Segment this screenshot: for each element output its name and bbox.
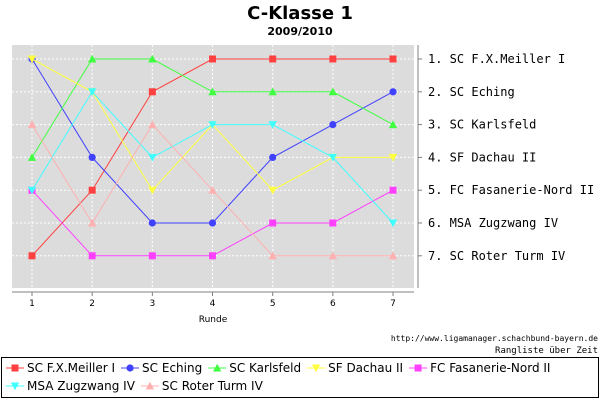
data-point — [88, 252, 96, 260]
source-url: http://www.ligamanager.schachbund-bayern… — [391, 334, 598, 343]
chart-subtitle: 2009/2010 — [267, 25, 333, 38]
data-point — [388, 251, 398, 260]
series-msa-zugzwang-iv — [27, 88, 398, 228]
data-point — [328, 87, 338, 96]
x-tick-label: 2 — [89, 299, 95, 309]
rank-label: 3. SC Karlsfeld — [428, 118, 536, 132]
x-ticks: 1 2 3 4 5 6 7 — [29, 292, 396, 309]
series-sc-f-x-meiller-i — [28, 55, 397, 260]
data-point — [388, 120, 398, 129]
chart-note: Rangliste über Zeit — [495, 346, 598, 356]
legend-swatch-marker — [414, 364, 422, 372]
data-point — [388, 219, 398, 228]
data-point — [148, 88, 156, 96]
data-point — [87, 218, 97, 227]
data-point — [208, 186, 217, 194]
data-point — [148, 219, 156, 227]
rank-label: 1. SC F.X.Meiller I — [428, 52, 565, 66]
data-point — [208, 219, 217, 227]
data-point — [269, 55, 277, 63]
data-point — [148, 120, 157, 129]
data-point — [269, 153, 277, 161]
series-sc-roter-turm-iv — [27, 120, 398, 260]
data-point — [389, 186, 397, 194]
data-point — [87, 88, 97, 96]
rank-label: 6. MSA Zugzwang IV — [428, 216, 558, 230]
data-point — [268, 121, 277, 129]
rank-label: 2. SC Eching — [428, 85, 515, 99]
legend: SC F.X.Meiller I SC Eching SC Karlsfeld SF … — [6, 361, 550, 393]
chart-title: C-Klasse 1 — [247, 3, 353, 24]
data-point — [268, 186, 277, 195]
data-point — [148, 252, 156, 260]
series-sc-karlsfeld — [27, 54, 398, 161]
legend-swatch-marker — [11, 364, 19, 372]
data-point — [268, 87, 277, 96]
legend-item-sc-karlsfeld: SC Karlsfeld — [208, 361, 301, 375]
rank-label: 4. SF Dachau II — [428, 150, 536, 164]
x-axis-label: Runde — [199, 315, 228, 325]
data-point — [88, 153, 96, 161]
data-point — [329, 121, 337, 129]
series-group — [27, 54, 398, 260]
data-point — [88, 186, 96, 194]
x-tick-label: 1 — [29, 299, 35, 309]
legend-label: SF Dachau II — [328, 361, 403, 375]
data-point — [148, 54, 157, 63]
legend-item-sc-f-x-meiller-i: SC F.X.Meiller I — [6, 361, 115, 375]
legend-item-fc-fasanerie-nord-ii: FC Fasanerie-Nord II — [409, 361, 550, 375]
data-point — [208, 121, 217, 129]
x-tick-label: 5 — [270, 299, 276, 309]
legend-label: SC Roter Turm IV — [162, 379, 264, 393]
data-point — [148, 153, 157, 162]
data-point — [328, 251, 338, 260]
data-point — [208, 87, 217, 96]
data-point — [388, 153, 398, 162]
legend-label: SC Eching — [142, 361, 202, 375]
data-point — [329, 55, 337, 63]
x-tick-label: 7 — [390, 299, 396, 309]
data-point — [209, 55, 217, 63]
legend-item-sf-dachau-ii: SF Dachau II — [307, 361, 403, 375]
rank-label: 7. SC Roter Turm IV — [428, 249, 565, 263]
legend-swatch-marker — [311, 364, 321, 373]
data-point — [148, 186, 157, 195]
data-point — [329, 219, 337, 227]
data-point — [28, 252, 36, 260]
legend-swatch-marker — [145, 381, 155, 390]
legend-label: FC Fasanerie-Nord II — [430, 361, 550, 375]
legend-item-sc-eching: SC Eching — [121, 361, 202, 375]
x-tick-label: 3 — [149, 299, 155, 309]
legend-swatch-marker — [126, 364, 134, 372]
x-tick-label: 4 — [210, 299, 216, 309]
data-point — [269, 219, 277, 227]
data-point — [389, 88, 397, 96]
legend-label: SC Karlsfeld — [229, 361, 301, 375]
data-point — [27, 186, 37, 195]
data-point — [268, 251, 277, 260]
legend-item-msa-zugzwang-iv: MSA Zugzwang IV — [6, 379, 136, 393]
rank-labels: 1. SC F.X.Meiller I 2. SC Eching 3. SC Kar… — [418, 52, 594, 263]
legend-box — [1, 357, 599, 398]
data-point — [328, 153, 338, 162]
rank-label: 5. FC Fasanerie-Nord II — [428, 183, 594, 197]
data-point — [389, 55, 397, 63]
data-point — [27, 120, 37, 129]
data-point — [87, 54, 97, 63]
legend-swatch-marker — [10, 382, 20, 391]
data-point — [209, 252, 217, 260]
data-point — [27, 55, 37, 64]
legend-swatch-marker — [213, 363, 222, 372]
legend-label: MSA Zugzwang IV — [27, 379, 136, 393]
x-tick-label: 6 — [330, 299, 336, 309]
data-point — [27, 153, 37, 161]
legend-item-sc-roter-turm-iv: SC Roter Turm IV — [140, 379, 264, 393]
legend-label: SC F.X.Meiller I — [27, 361, 115, 375]
